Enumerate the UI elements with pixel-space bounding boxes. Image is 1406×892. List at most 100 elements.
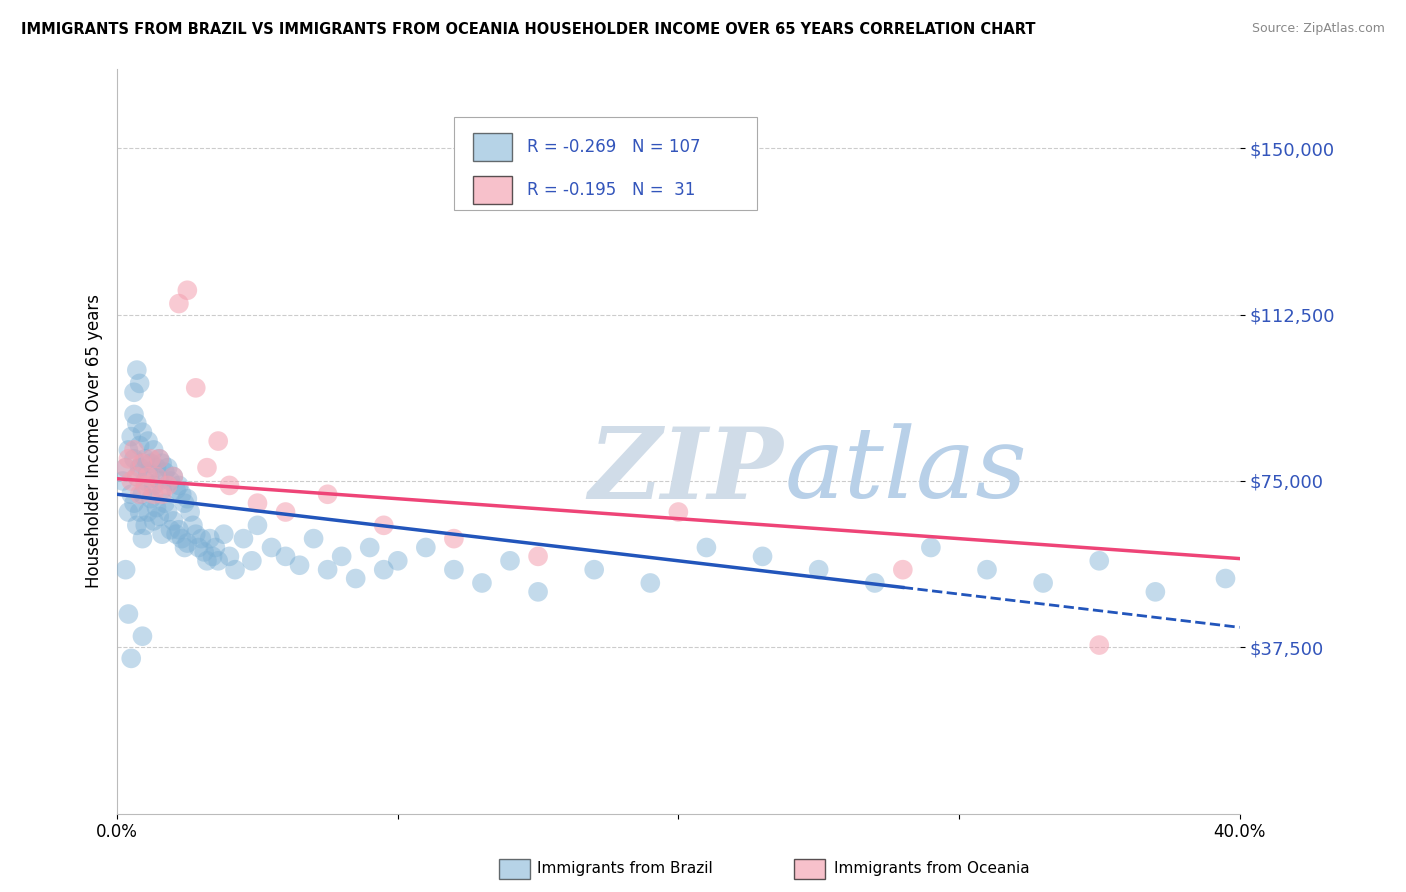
Point <box>134 478 156 492</box>
Point <box>145 469 167 483</box>
Point <box>316 487 339 501</box>
Point <box>136 469 159 483</box>
Point <box>148 509 170 524</box>
Point <box>131 456 153 470</box>
Point <box>415 541 437 555</box>
Point <box>666 505 689 519</box>
Point <box>443 563 465 577</box>
Point <box>128 376 150 391</box>
Text: Immigrants from Oceania: Immigrants from Oceania <box>834 862 1029 876</box>
Point <box>128 438 150 452</box>
Point <box>120 474 142 488</box>
Point <box>145 500 167 515</box>
Point <box>173 496 195 510</box>
Point <box>142 442 165 457</box>
Point <box>153 465 176 479</box>
Point <box>156 460 179 475</box>
Point <box>695 541 717 555</box>
Point <box>212 527 235 541</box>
Point <box>128 505 150 519</box>
Point <box>122 451 145 466</box>
FancyBboxPatch shape <box>472 176 512 204</box>
Point <box>527 549 550 564</box>
Point <box>246 496 269 510</box>
Text: Source: ZipAtlas.com: Source: ZipAtlas.com <box>1251 22 1385 36</box>
Point <box>976 563 998 577</box>
Point <box>176 536 198 550</box>
Point <box>344 572 367 586</box>
Point <box>359 541 381 555</box>
Point <box>162 469 184 483</box>
Point <box>111 474 134 488</box>
Point <box>148 451 170 466</box>
Point <box>184 527 207 541</box>
Point <box>122 408 145 422</box>
Point <box>170 487 193 501</box>
Point <box>173 541 195 555</box>
Point <box>139 451 162 466</box>
Point <box>136 434 159 448</box>
Point <box>184 381 207 395</box>
Point <box>148 474 170 488</box>
Point <box>159 523 181 537</box>
Text: atlas: atlas <box>785 423 1028 518</box>
Point <box>193 545 215 559</box>
Point <box>125 469 148 483</box>
Point <box>195 554 218 568</box>
Text: ZIP: ZIP <box>589 423 783 519</box>
Point <box>232 532 254 546</box>
Point <box>207 434 229 448</box>
Point <box>165 483 187 497</box>
Point <box>1144 585 1167 599</box>
Point <box>181 518 204 533</box>
Point <box>125 363 148 377</box>
Point <box>114 460 136 475</box>
Point <box>302 532 325 546</box>
Point <box>134 474 156 488</box>
Point <box>128 487 150 501</box>
Point <box>443 532 465 546</box>
Point <box>527 585 550 599</box>
Point <box>142 514 165 528</box>
Point <box>165 527 187 541</box>
Point <box>583 563 606 577</box>
Y-axis label: Householder Income Over 65 years: Householder Income Over 65 years <box>86 294 103 588</box>
Point <box>136 465 159 479</box>
Point <box>142 487 165 501</box>
Point <box>260 541 283 555</box>
Point <box>274 549 297 564</box>
Point <box>195 460 218 475</box>
Point <box>176 491 198 506</box>
Point <box>122 496 145 510</box>
Point <box>387 554 409 568</box>
Point <box>117 607 139 621</box>
Point <box>863 576 886 591</box>
Point <box>120 651 142 665</box>
Point <box>330 549 353 564</box>
Point <box>190 532 212 546</box>
Point <box>131 456 153 470</box>
Point <box>471 576 494 591</box>
Point <box>136 505 159 519</box>
Point <box>162 514 184 528</box>
Point <box>316 563 339 577</box>
Point <box>218 478 240 492</box>
Point <box>187 541 209 555</box>
Point <box>891 563 914 577</box>
Point <box>128 460 150 475</box>
Point <box>150 527 173 541</box>
Point <box>224 563 246 577</box>
Point <box>288 558 311 573</box>
Point <box>1032 576 1054 591</box>
Point <box>198 532 221 546</box>
Point <box>640 576 662 591</box>
Point <box>125 417 148 431</box>
Text: IMMIGRANTS FROM BRAZIL VS IMMIGRANTS FROM OCEANIA HOUSEHOLDER INCOME OVER 65 YEA: IMMIGRANTS FROM BRAZIL VS IMMIGRANTS FRO… <box>21 22 1036 37</box>
Text: Immigrants from Brazil: Immigrants from Brazil <box>537 862 713 876</box>
Text: R = -0.269   N = 107: R = -0.269 N = 107 <box>527 137 700 156</box>
Point <box>246 518 269 533</box>
FancyBboxPatch shape <box>472 133 512 161</box>
Point <box>150 456 173 470</box>
FancyBboxPatch shape <box>454 117 756 211</box>
Point <box>207 554 229 568</box>
